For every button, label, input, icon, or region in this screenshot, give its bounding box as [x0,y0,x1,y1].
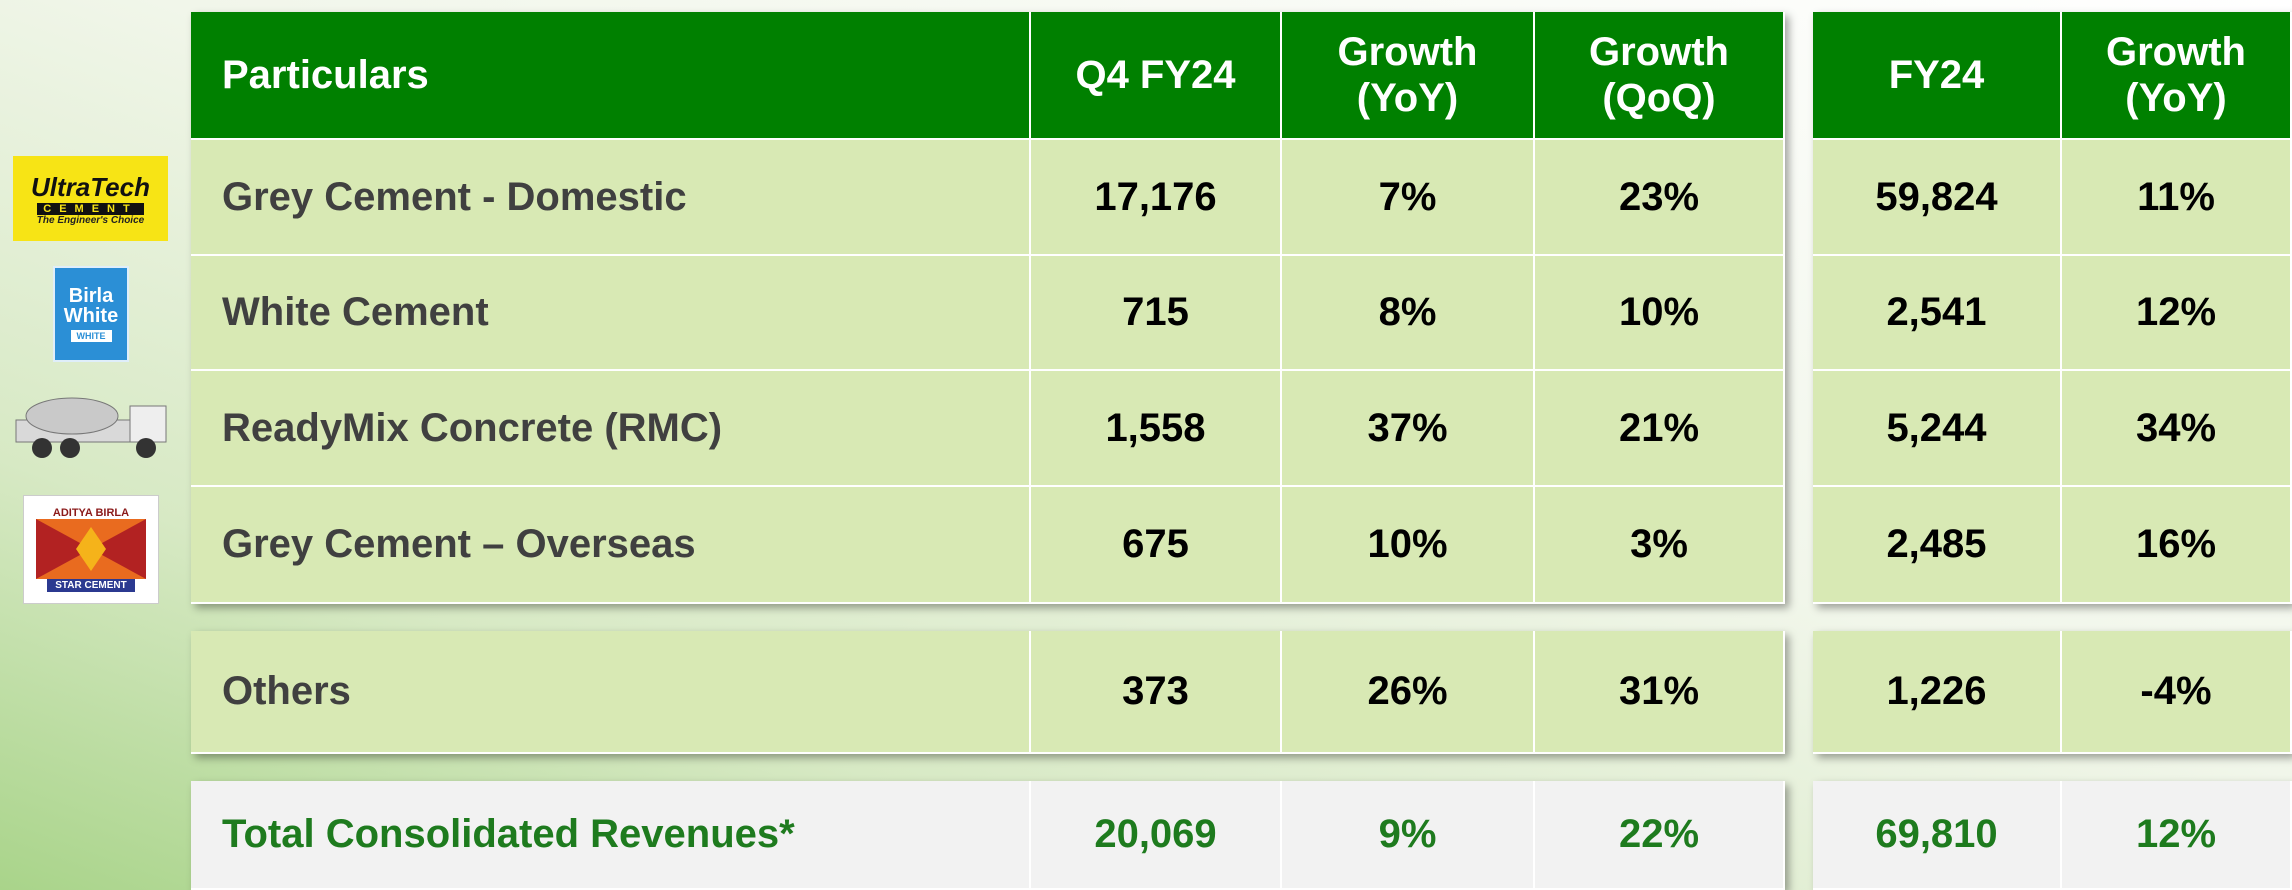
logo-name: Birla White [61,286,121,326]
value-cell: 10% [1535,256,1785,371]
cell-text: 1,558 [1105,406,1205,451]
logo-sub: CEMENT [37,203,143,215]
value-cell: 11% [2062,140,2292,256]
aditya-birla-logo: ADITYA BIRLA STAR CEMENT [23,495,159,604]
logo-sub: STAR CEMENT [47,579,134,592]
cell-text: 23% [1619,175,1699,220]
cell-text: 675 [1122,522,1189,567]
cell-text: Q4 FY24 [1075,52,1235,98]
value-cell: 17,176 [1031,140,1282,256]
logo-name: UltraTech [31,172,150,203]
value-cell: 37% [1282,371,1535,487]
row-label: Total Consolidated Revenues* [191,781,1031,890]
header-cell: Growth (YoY) [2062,12,2292,140]
cell-text: Growth (QoQ) [1589,29,1729,121]
value-cell: 21% [1535,371,1785,487]
cell-text: 3% [1630,522,1688,567]
birla-white-logo: Birla White WHITE [53,266,129,362]
header-cell: Growth (YoY) [1282,12,1535,140]
cell-text: 12% [2136,812,2216,857]
logo-tagline: The Engineer's Choice [37,215,144,226]
value-cell: 715 [1031,256,1282,371]
value-cell: 9% [1282,781,1535,890]
cell-text: 8% [1379,290,1437,335]
cell-text: 17,176 [1094,175,1216,220]
cell-text: Grey Cement - Domestic [222,175,687,220]
ultratech-logo: UltraTech CEMENT The Engineer's Choice [13,156,168,241]
cell-text: 22% [1619,812,1699,857]
cell-text: 69,810 [1875,812,1997,857]
value-cell: 675 [1031,487,1282,604]
value-cell: 5,244 [1813,371,2062,487]
cell-text: ReadyMix Concrete (RMC) [222,406,722,451]
row-label: Grey Cement – Overseas [191,487,1031,604]
cell-text: 715 [1122,290,1189,335]
header-cell: FY24 [1813,12,2062,140]
cell-text: 10% [1367,522,1447,567]
value-cell: 12% [2062,256,2292,371]
value-cell: 7% [1282,140,1535,256]
cell-text: Grey Cement – Overseas [222,522,696,567]
cell-text: Others [222,669,351,714]
value-cell: 26% [1282,631,1535,754]
value-cell: 16% [2062,487,2292,604]
value-cell: 1,226 [1813,631,2062,754]
cell-text: 1,226 [1886,669,1986,714]
truck-icon [12,392,172,472]
value-cell: 34% [2062,371,2292,487]
value-cell: 2,541 [1813,256,2062,371]
header-cell: Q4 FY24 [1031,12,1282,140]
cell-text: 20,069 [1094,812,1216,857]
cell-text: 373 [1122,669,1189,714]
value-cell: 23% [1535,140,1785,256]
cell-text: 21% [1619,406,1699,451]
logo-name: ADITYA BIRLA [53,507,129,519]
slide: UltraTech CEMENT The Engineer's Choice B… [0,0,2292,890]
logo-sub: WHITE [71,330,112,342]
cell-text: 16% [2136,522,2216,567]
value-cell: 3% [1535,487,1785,604]
cell-text: 26% [1367,669,1447,714]
cell-text: 37% [1367,406,1447,451]
cell-text: 31% [1619,669,1699,714]
value-cell: 8% [1282,256,1535,371]
cell-text: 9% [1379,812,1437,857]
cell-text: White Cement [222,290,489,335]
value-cell: 20,069 [1031,781,1282,890]
cell-text: 2,541 [1886,290,1986,335]
value-cell: 59,824 [1813,140,2062,256]
value-cell: -4% [2062,631,2292,754]
cell-text: 11% [2137,175,2215,220]
cell-text: 2,485 [1886,522,1986,567]
value-cell: 22% [1535,781,1785,890]
cell-text: 10% [1619,290,1699,335]
row-label: Grey Cement - Domestic [191,140,1031,256]
row-label: ReadyMix Concrete (RMC) [191,371,1031,487]
value-cell: 12% [2062,781,2292,890]
cell-text: Growth (YoY) [2106,29,2246,121]
cell-text: Growth (YoY) [1338,29,1478,121]
row-label: Others [191,631,1031,754]
cell-text: 59,824 [1875,175,1997,220]
cell-text: 34% [2136,406,2216,451]
cell-text: 5,244 [1886,406,1986,451]
value-cell: 10% [1282,487,1535,604]
cell-text: Particulars [222,52,429,98]
cell-text: -4% [2140,669,2211,714]
value-cell: 31% [1535,631,1785,754]
header-cell: Growth (QoQ) [1535,12,1785,140]
value-cell: 373 [1031,631,1282,754]
cell-text: Total Consolidated Revenues* [222,812,795,857]
row-label: White Cement [191,256,1031,371]
logo-mark [36,519,146,579]
value-cell: 1,558 [1031,371,1282,487]
cell-text: 12% [2136,290,2216,335]
value-cell: 2,485 [1813,487,2062,604]
value-cell: 69,810 [1813,781,2062,890]
cell-text: 7% [1379,175,1437,220]
header-cell: Particulars [191,12,1031,140]
cell-text: FY24 [1889,52,1985,98]
